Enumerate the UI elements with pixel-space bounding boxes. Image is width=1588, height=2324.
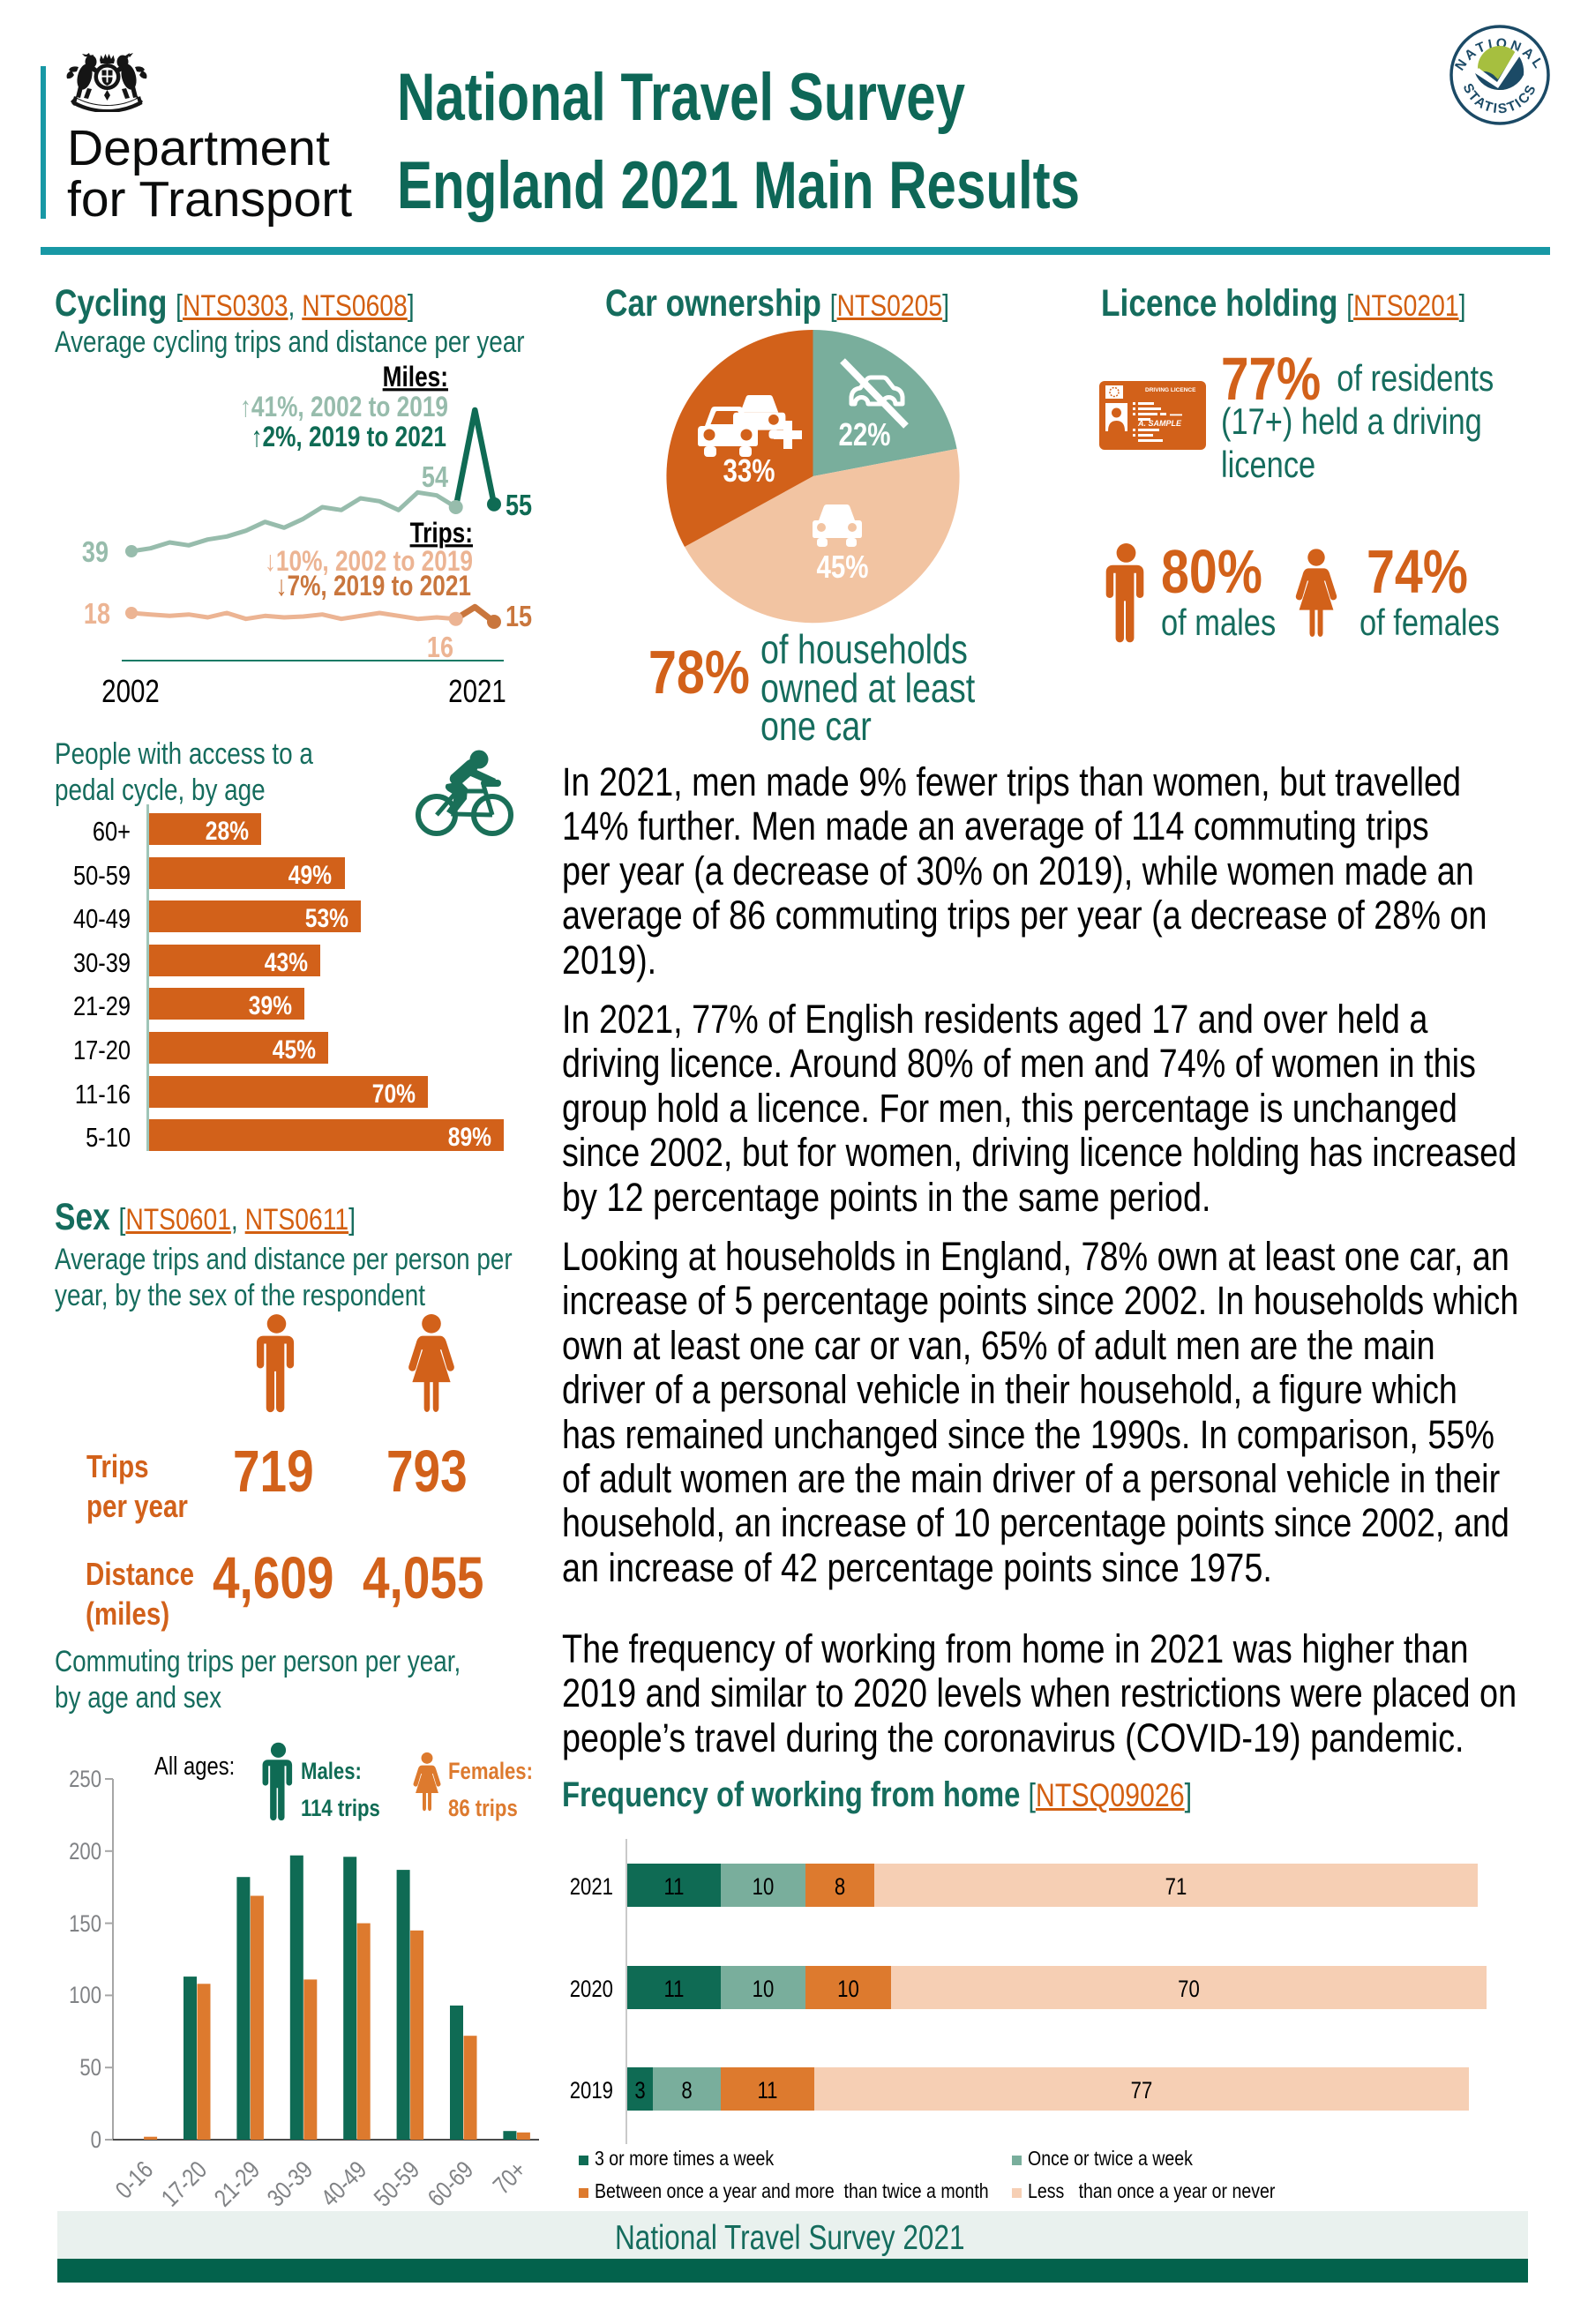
svg-text:22%: 22% (838, 416, 890, 452)
svg-text:18: 18 (84, 599, 110, 631)
svg-text:55: 55 (506, 490, 532, 522)
svg-text:2002: 2002 (101, 673, 160, 708)
svg-text:↑41%, 2002 to 2019: ↑41%, 2002 to 2019 (240, 392, 448, 423)
svg-text:0: 0 (91, 2127, 101, 2154)
svg-text:↓10%, 2002 to 2019: ↓10%, 2002 to 2019 (265, 547, 473, 578)
svg-text:15: 15 (506, 602, 532, 633)
svg-text:30-39: 30-39 (262, 2156, 318, 2209)
svg-text:100: 100 (69, 1983, 101, 2009)
svg-text:70+: 70+ (488, 2156, 531, 2200)
svg-text:Miles:: Miles: (383, 362, 448, 393)
svg-text:39: 39 (82, 537, 109, 569)
svg-text:Trips:: Trips: (410, 519, 473, 549)
svg-text:21-29: 21-29 (209, 2156, 265, 2209)
svg-text:16: 16 (427, 632, 453, 664)
svg-text:17-20: 17-20 (156, 2156, 212, 2209)
svg-text:↓7%, 2019 to 2021: ↓7%, 2019 to 2021 (275, 572, 471, 602)
svg-text:54: 54 (422, 462, 448, 494)
svg-text:50: 50 (79, 2055, 101, 2081)
svg-text:150: 150 (69, 1911, 101, 1938)
svg-text:250: 250 (69, 1767, 101, 1793)
svg-text:↑2%, 2019 to 2021: ↑2%, 2019 to 2021 (251, 422, 446, 453)
svg-text:33%: 33% (723, 452, 775, 488)
svg-text:DRIVING LICENCE: DRIVING LICENCE (1145, 387, 1196, 393)
svg-text:60-69: 60-69 (423, 2156, 478, 2209)
svg-text:A. SAMPLE: A. SAMPLE (1137, 419, 1182, 428)
svg-text:45%: 45% (816, 549, 868, 584)
svg-text:2021: 2021 (448, 673, 506, 708)
svg-text:0-16: 0-16 (111, 2156, 159, 2204)
svg-text:40-49: 40-49 (316, 2156, 371, 2209)
svg-text:200: 200 (69, 1839, 101, 1865)
svg-text:50-59: 50-59 (369, 2156, 424, 2209)
